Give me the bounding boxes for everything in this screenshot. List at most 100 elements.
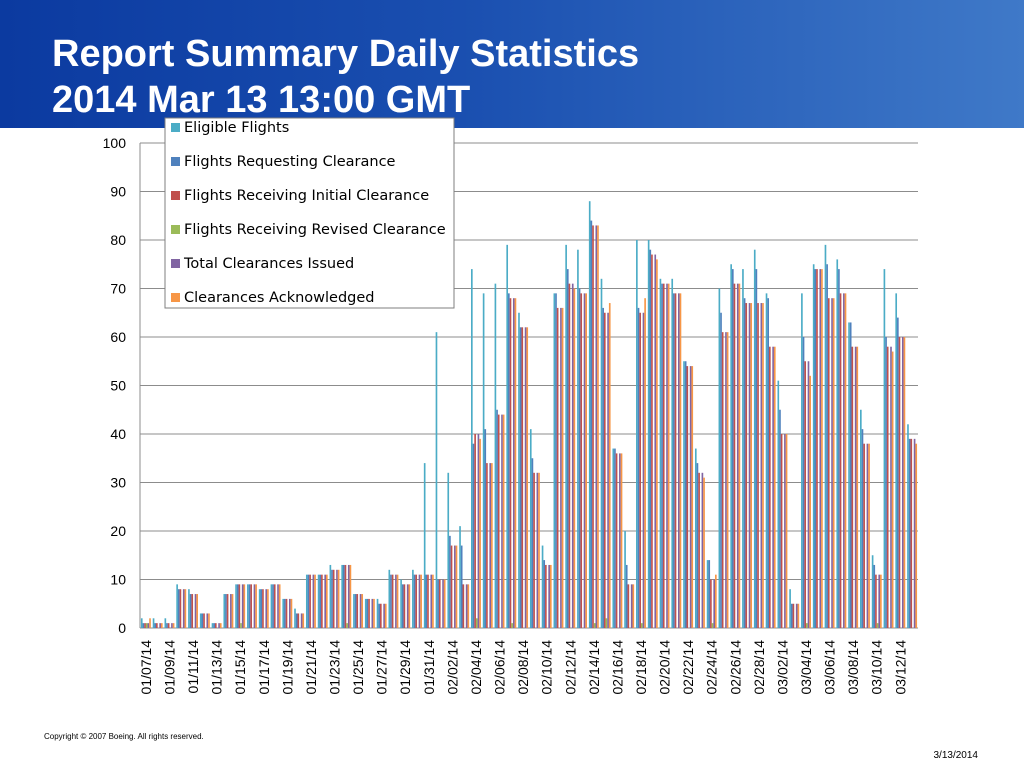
bar [880,574,882,628]
bar [673,293,675,628]
bar [460,545,463,628]
bar [514,298,517,628]
bar [253,584,256,628]
bar [144,623,146,628]
bar [726,332,729,628]
slide-date: 3/13/2014 [933,750,979,761]
bar [184,589,187,628]
x-tick-labels: 01/07/14 01/09/14 01/11/14 01/13/14 01/15/14… [138,640,908,695]
x-tick-label: 01/13/14 [209,640,225,695]
bar [711,623,714,628]
bar [449,535,451,628]
bar [371,598,374,628]
bar [718,288,721,628]
bar [615,453,618,628]
x-tick-label: 01/21/14 [303,640,319,695]
bar [384,603,387,628]
bar [361,594,364,628]
bar [368,598,370,628]
bar [438,579,441,628]
bar [250,584,252,628]
bar [496,409,498,628]
legend-label: Flights Requesting Clearance [184,154,396,170]
bar [321,574,323,628]
bar [167,623,170,628]
bar [486,463,488,628]
bar [408,584,411,628]
bar [390,574,392,628]
bar [491,463,493,628]
bar [171,623,173,628]
bar [769,346,771,628]
bar [561,307,564,628]
bar [843,293,845,628]
bar [779,409,781,628]
bar [319,574,322,628]
bar [821,269,823,628]
bar [353,594,355,628]
bar [533,472,535,628]
bar [518,312,520,628]
bar [243,584,246,628]
bar [342,564,345,628]
bar [418,574,421,628]
bar [730,264,732,628]
bar [636,240,638,628]
bar [435,332,438,628]
bar [725,332,727,628]
y-tick-label: 90 [110,184,126,200]
bar [647,240,650,628]
x-tick-label: 01/23/14 [327,640,343,695]
bar [206,613,209,628]
bar [750,303,753,628]
bar [839,293,842,628]
bar [295,613,298,628]
bar [886,346,889,628]
bar [177,589,180,628]
legend-swatch [171,123,180,132]
bar [519,327,522,628]
bar [427,574,429,628]
bar [462,584,465,628]
bar [442,579,444,628]
y-tick-label: 30 [110,475,126,491]
bar [526,327,529,628]
y-tick-label: 100 [103,135,127,151]
x-tick-label: 01/09/14 [161,640,177,695]
bar [703,477,705,628]
series-3 [145,618,879,628]
x-tick-label: 01/11/14 [185,640,201,694]
bar [836,259,839,628]
bar [147,623,150,628]
bar [160,623,163,628]
bar [838,269,840,628]
bar [565,244,567,628]
bar [347,564,350,628]
bar [364,598,367,628]
bar [585,293,587,628]
x-tick-label: 02/22/14 [680,640,696,695]
bar [901,337,904,628]
bar [873,564,876,628]
series-1 [142,220,911,628]
bar [745,303,748,628]
bar [156,623,158,628]
bar [145,623,148,628]
bar [284,598,286,628]
y-tick-label: 60 [110,329,126,345]
bar [297,613,300,628]
bar [332,569,335,628]
x-tick-label: 02/16/14 [609,640,625,695]
bar [548,564,550,628]
bar [317,574,320,628]
bar [674,293,677,628]
x-tick-label: 02/12/14 [562,640,578,695]
bar [742,269,744,628]
bar [349,564,352,628]
bar [176,584,178,628]
bar [282,598,285,628]
bar [649,249,652,628]
bar [179,589,182,628]
bar [203,613,205,628]
bar [208,613,210,628]
